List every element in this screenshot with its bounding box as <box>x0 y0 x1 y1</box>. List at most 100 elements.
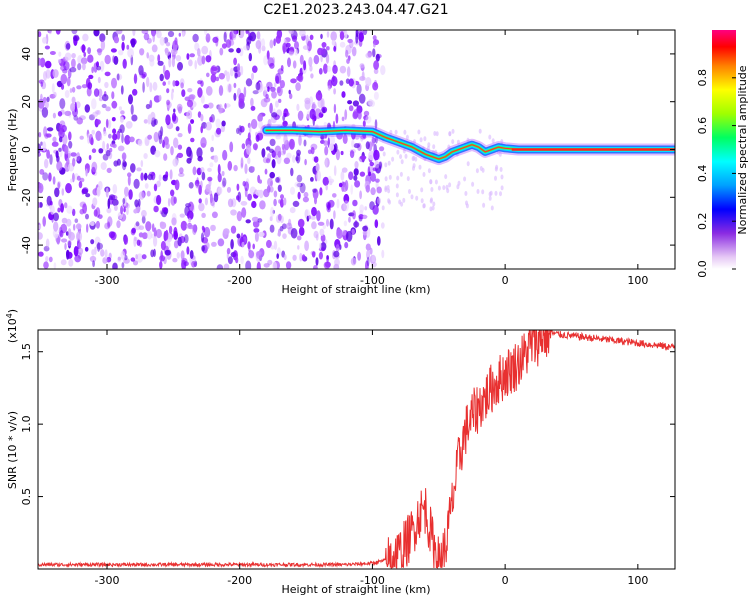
spectrogram-noise-point <box>52 112 57 119</box>
spectrogram-noise-point <box>72 172 75 183</box>
spectrogram-noise-point <box>290 228 298 239</box>
spectrogram-noise-point <box>280 194 284 200</box>
spectrogram-noise-point <box>256 251 263 260</box>
spectrogram-noise-point <box>309 34 314 40</box>
spectrogram-noise-point <box>340 171 345 181</box>
spectrogram-ridge-layer <box>265 129 675 160</box>
spectrogram-noise-point <box>57 182 61 190</box>
spectrogram-noise-point <box>229 67 234 77</box>
spectrogram-noise-point <box>116 130 121 140</box>
spectrogram-noise-point <box>105 106 111 112</box>
spectrogram-noise-point <box>299 54 304 65</box>
spectrogram-noise-point <box>165 171 169 178</box>
spectrogram-noise-point <box>362 120 366 127</box>
spectrogram-noise-point <box>367 99 374 106</box>
spectrogram-noise-point <box>82 33 89 42</box>
spectrogram-noise-point <box>251 216 259 222</box>
spectrogram-noise-point <box>350 257 357 266</box>
spectrogram-noise-point <box>160 250 163 261</box>
spectrogram-noise-point <box>146 230 153 240</box>
spectrogram-noise-point <box>105 118 109 128</box>
spectrogram-noise-point <box>153 227 157 238</box>
spectrogram-noise-point <box>250 97 254 107</box>
spectrogram-noise-point <box>173 240 179 249</box>
spectrogram-noise-point <box>240 65 244 76</box>
spectrogram-noise-point <box>123 206 126 213</box>
spectrogram-noise-point <box>116 30 123 35</box>
spectrogram-noise-point <box>83 52 86 57</box>
spectrogram-noise-point <box>45 256 49 262</box>
spectrogram-noise-point <box>423 136 427 142</box>
spectrogram-noise-point <box>382 151 386 157</box>
spectrogram-noise-point <box>325 157 328 169</box>
spectrogram-noise-point <box>91 129 95 135</box>
spectrogram-noise-point <box>303 191 309 198</box>
spectrogram-noise-point <box>138 232 144 238</box>
spectrogram-noise-point <box>170 48 178 55</box>
spectrogram-noise-point <box>217 172 222 183</box>
spectrogram-noise-point <box>404 153 408 159</box>
spectrogram-noise-point <box>373 60 379 70</box>
spectrogram-noise-point <box>365 52 372 59</box>
spectrogram-noise-point <box>290 78 297 84</box>
spectrogram-noise-point <box>108 231 115 239</box>
spectrogram-noise-point <box>74 254 82 263</box>
spectrogram-noise-point <box>245 30 249 35</box>
spectrogram-noise-point <box>277 86 283 97</box>
spectrogram-noise-point <box>216 127 222 135</box>
spectrogram-noise-point <box>38 201 41 209</box>
spectrogram-noise-point <box>61 238 68 243</box>
spectrogram-noise-point <box>222 177 227 187</box>
spectrogram-noise-point <box>122 58 127 69</box>
spectrogram-noise-point <box>104 54 111 65</box>
spectrogram-noise-point <box>146 190 151 197</box>
spectrogram-noise-point <box>203 30 208 36</box>
spectrogram-noise-point <box>377 236 381 246</box>
spectrogram-noise-point <box>158 174 162 182</box>
spectrogram-noise-point <box>187 123 192 134</box>
spectrogram-noise-point <box>173 226 178 238</box>
spectrogram-noise-point <box>384 176 388 182</box>
spectrogram-noise-point <box>320 33 323 40</box>
spectrogram-noise-point <box>51 83 55 94</box>
spectrogram-noise-point <box>135 221 140 227</box>
spectrogram-noise-point <box>399 171 403 177</box>
spectrogram-noise-point <box>165 42 171 47</box>
spectrogram-noise-point <box>93 209 98 217</box>
spectrogram-noise-point <box>263 188 270 198</box>
spectrogram-noise-point <box>113 160 119 167</box>
spectrogram-noise-point <box>159 73 164 82</box>
spectrogram-noise-point <box>106 167 112 174</box>
spectrogram-noise-point <box>141 215 146 224</box>
spectrogram-noise-point <box>248 52 252 62</box>
spectrogram-noise-point <box>296 182 303 188</box>
snr-ylabel: SNR (10 * v/v) <box>6 411 19 489</box>
spectrogram-noise-point <box>387 188 391 194</box>
spectrogram-noise-point <box>279 80 285 89</box>
spectrogram-noise-point <box>116 220 121 229</box>
spectrogram-noise-point <box>68 259 74 267</box>
spectrogram-noise-point <box>465 203 469 209</box>
spectrogram-noise-point <box>365 243 371 251</box>
spectrogram-noise-point <box>206 72 210 78</box>
spectrogram-noise-point <box>238 92 245 104</box>
spectrogram-noise-point <box>471 181 475 187</box>
spectrogram-noise-point <box>73 246 79 257</box>
spectrogram-noise-point <box>362 225 368 232</box>
spectrogram-noise-point <box>233 164 238 172</box>
spectrogram-noise-point <box>224 103 227 109</box>
spectrogram-noise-point <box>226 83 233 93</box>
spectrogram-x-tick-label: 0 <box>502 274 509 287</box>
spectrogram-noise-point <box>189 250 194 259</box>
spectrogram-noise-point <box>81 188 85 195</box>
spectrogram-noise-point <box>273 198 277 207</box>
spectrogram-noise-point <box>161 207 168 213</box>
spectrogram-noise-point <box>338 182 343 188</box>
spectrogram-noise-point <box>321 42 327 48</box>
spectrogram-noise-point <box>247 132 251 142</box>
spectrogram-noise-point <box>85 193 91 198</box>
colorbar: 0.0 0.2 0.4 0.6 0.8 Normalized spectral ampl… <box>696 30 749 278</box>
spectrogram-noise-point <box>267 86 270 92</box>
spectrogram-noise-point <box>98 88 103 98</box>
